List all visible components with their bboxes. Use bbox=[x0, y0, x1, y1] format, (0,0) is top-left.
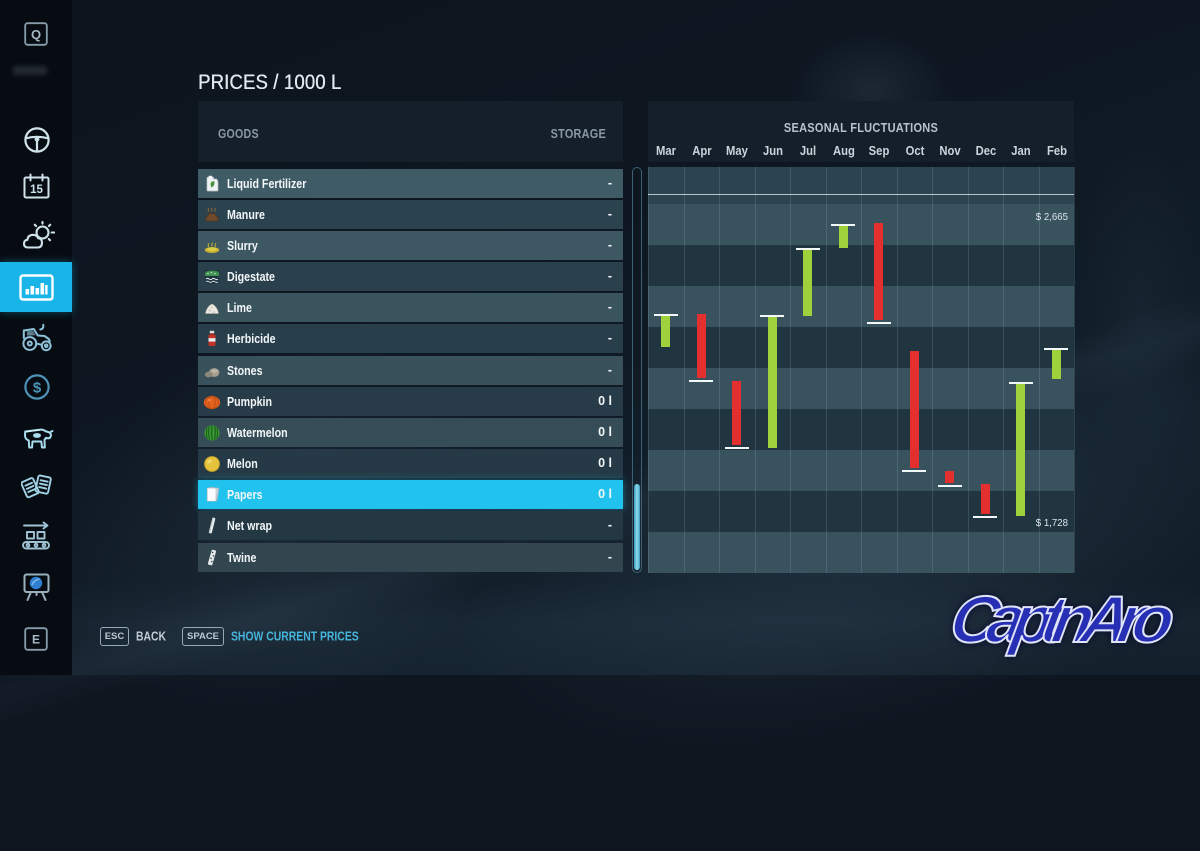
svg-text:CaptnAro: CaptnAro bbox=[945, 584, 1180, 657]
svg-text:15: 15 bbox=[30, 184, 43, 196]
svg-text:$: $ bbox=[33, 380, 42, 397]
svg-text:E: E bbox=[32, 633, 40, 647]
svg-text:Q: Q bbox=[31, 27, 41, 42]
